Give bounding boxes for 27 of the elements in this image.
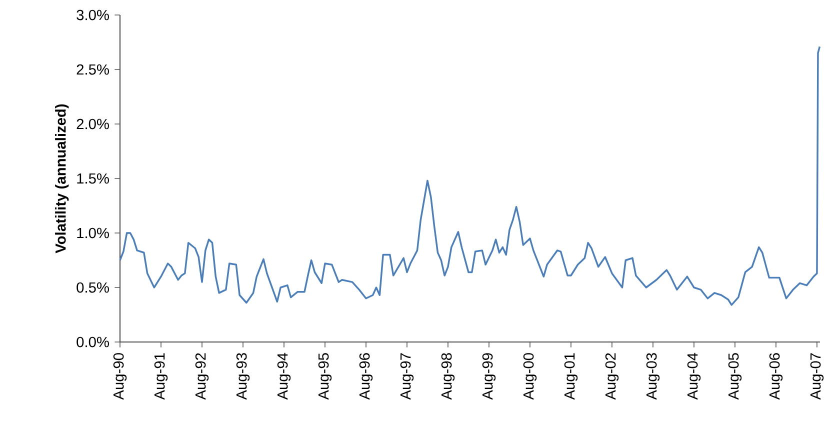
- x-tick-label: Aug-97: [400, 353, 414, 400]
- x-tick-label: Aug-91: [154, 353, 168, 400]
- y-tick-label: 2.0%: [76, 118, 109, 130]
- y-axis-title: Volatility (annualized): [55, 104, 69, 254]
- x-tick-label: Aug-02: [605, 353, 619, 400]
- x-tick-label: Aug-00: [523, 353, 537, 400]
- x-tick-label: Aug-05: [728, 353, 742, 400]
- x-tick-label: Aug-90: [113, 353, 127, 400]
- y-tick-label: 2.5%: [76, 64, 109, 75]
- y-tick-label: 1.5%: [77, 173, 109, 184]
- y-tick-label: 1.0%: [77, 228, 109, 238]
- x-tick-label: Aug-95: [318, 353, 332, 400]
- x-tick-label: Aug-03: [646, 353, 660, 400]
- x-tick-label: Aug-07: [810, 353, 824, 400]
- y-tick-label: 3.0%: [76, 10, 109, 20]
- x-tick-label: Aug-98: [441, 353, 455, 400]
- line-series: [119, 46, 821, 306]
- x-tick-label: Aug-04: [687, 352, 701, 400]
- x-tick-label: Aug-96: [359, 353, 373, 400]
- x-tick-label: Aug-06: [769, 353, 783, 400]
- y-tick-label: 0.5%: [76, 282, 109, 293]
- y-tick-label: 0.0%: [76, 336, 109, 348]
- x-tick-label: Aug-92: [195, 353, 209, 400]
- x-tick-label: Aug-01: [564, 353, 578, 400]
- x-tick-label: Aug-93: [236, 353, 250, 400]
- x-tick-label: Aug-94: [277, 352, 291, 400]
- x-tick-label: Aug-99: [482, 353, 496, 400]
